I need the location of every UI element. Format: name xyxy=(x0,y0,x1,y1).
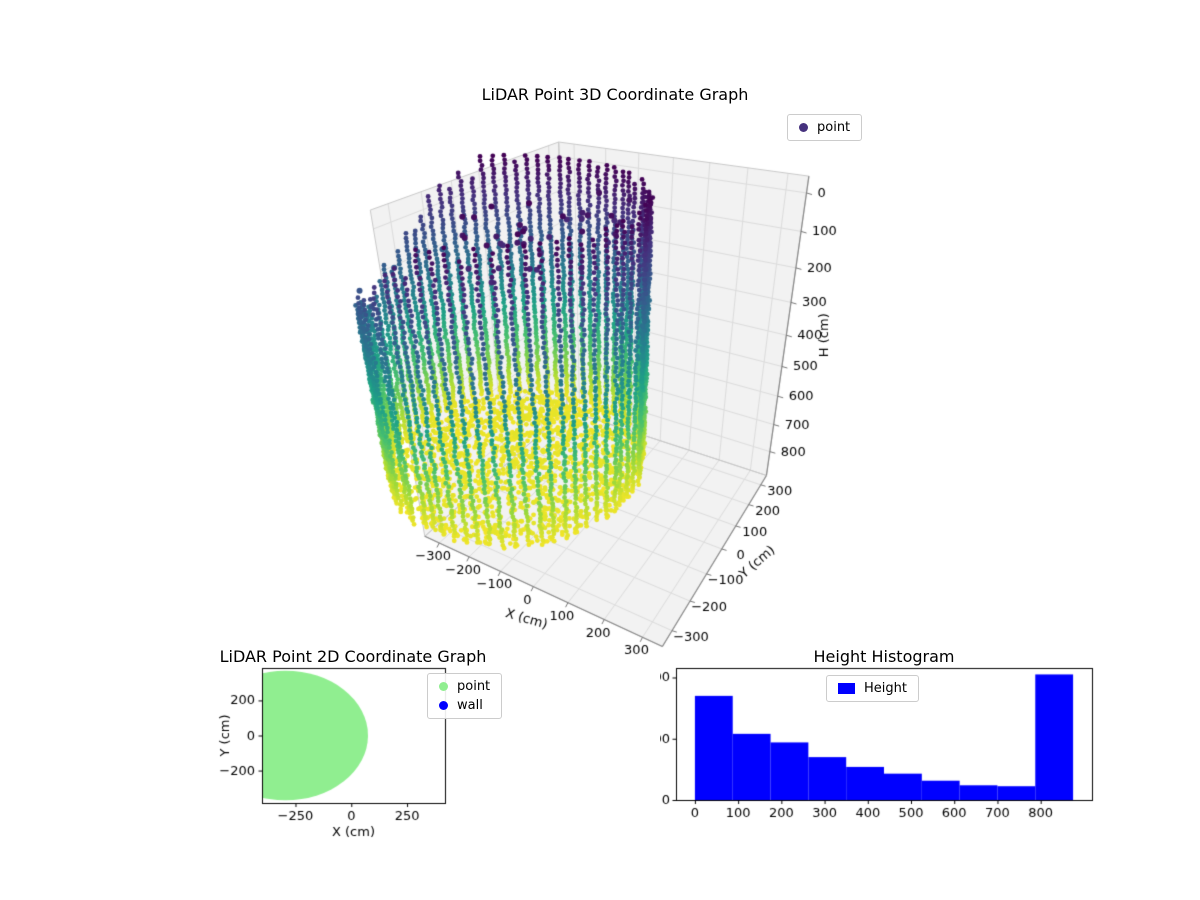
legend-label-wall-2d: wall xyxy=(457,698,483,713)
legend-label-height: Height xyxy=(864,681,907,696)
title-3d: LiDAR Point 3D Coordinate Graph xyxy=(481,85,749,104)
legend-item-height: Height xyxy=(838,681,907,696)
legend-3d: point xyxy=(787,114,863,141)
wall-marker-icon xyxy=(439,701,448,710)
point-marker-icon xyxy=(799,123,808,132)
legend-item-wall-2d: wall xyxy=(439,698,490,713)
legend-label-point-2d: point xyxy=(457,679,491,694)
height-patch-icon xyxy=(838,683,855,694)
legend-2d: point wall xyxy=(427,673,503,719)
legend-item-point-3d: point xyxy=(799,120,850,135)
legend-item-point-2d: point xyxy=(439,679,490,694)
legend-histogram: Height xyxy=(826,675,919,702)
point-marker-icon xyxy=(439,682,448,691)
title-histogram: Height Histogram xyxy=(813,647,955,666)
title-2d: LiDAR Point 2D Coordinate Graph xyxy=(219,647,487,666)
legend-label-point-3d: point xyxy=(817,120,851,135)
lidar-3d-plot xyxy=(320,80,940,670)
